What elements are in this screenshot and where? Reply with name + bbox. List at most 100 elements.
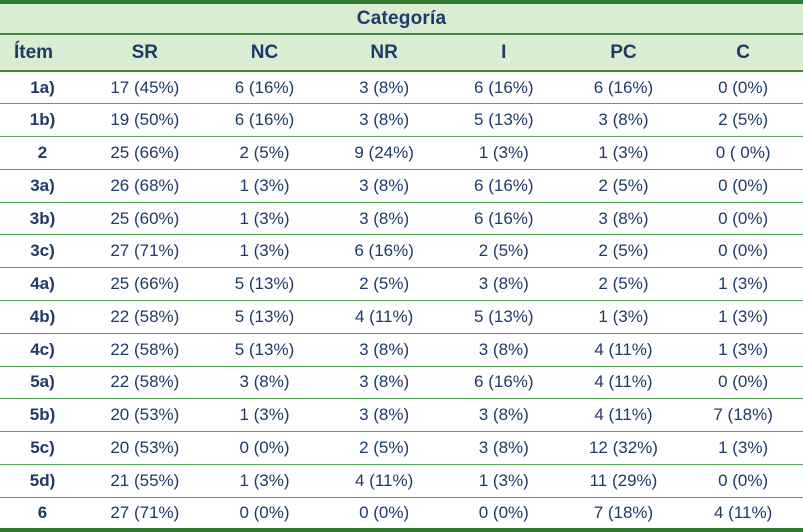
value-cell: 6 (16%) — [443, 169, 564, 203]
value-cell: 20 (53%) — [85, 398, 205, 433]
value-cell: 2 (5%) — [204, 136, 325, 170]
item-cell: 4b) — [0, 300, 85, 334]
value-cell: 1 (3%) — [443, 464, 564, 498]
value-cell: 1 (3%) — [563, 136, 684, 170]
value-cell: 3 (8%) — [204, 366, 325, 400]
item-cell: 6 — [0, 497, 85, 530]
item-cell: 3b) — [0, 202, 85, 236]
value-cell: 6 (16%) — [443, 202, 564, 236]
table-row: 4b) 22 (58%) 5 (13%) 4 (11%) 5 (13%) 1 (3%) 1 … — [0, 300, 803, 334]
value-cell: 7 (18%) — [683, 398, 803, 433]
column-header-sr: SR — [85, 34, 205, 72]
column-header-nr: NR — [324, 34, 444, 72]
value-cell: 6 (16%) — [443, 71, 564, 105]
column-header-i: I — [443, 34, 564, 72]
value-cell: 27 (71%) — [85, 497, 205, 530]
value-cell: 1 (3%) — [204, 202, 325, 236]
table-row: 5a) 22 (58%) 3 (8%) 3 (8%) 6 (16%) 4 (11%) 0 (… — [0, 366, 803, 400]
table-row: 5c) 20 (53%) 0 (0%) 2 (5%) 3 (8%) 12 (32%) 1 (… — [0, 431, 803, 465]
value-cell: 2 (5%) — [563, 234, 684, 269]
table-row: 1a) 17 (45%) 6 (16%) 3 (8%) 6 (16%) 6 (16%) 0 … — [0, 71, 803, 105]
value-cell: 3 (8%) — [443, 431, 564, 465]
table-row: 4c) 22 (58%) 5 (13%) 3 (8%) 3 (8%) 4 (11%) 1 (… — [0, 333, 803, 367]
value-cell: 25 (60%) — [85, 202, 205, 236]
value-cell: 11 (29%) — [563, 464, 684, 498]
value-cell: 1 (3%) — [204, 398, 325, 433]
value-cell: 1 (3%) — [443, 136, 564, 170]
value-cell: 1 (3%) — [204, 464, 325, 498]
value-cell: 22 (58%) — [85, 333, 205, 367]
item-cell: 5c) — [0, 431, 85, 465]
value-cell: 1 (3%) — [683, 333, 803, 367]
column-header-nc: NC — [204, 34, 325, 72]
value-cell: 3 (8%) — [324, 202, 444, 236]
value-cell: 12 (32%) — [563, 431, 684, 465]
value-cell: 3 (8%) — [443, 398, 564, 433]
table-row: 5b) 20 (53%) 1 (3%) 3 (8%) 3 (8%) 4 (11%) 7 (1… — [0, 398, 803, 433]
value-cell: 27 (71%) — [85, 234, 205, 269]
value-cell: 26 (68%) — [85, 169, 205, 203]
value-cell: 6 (16%) — [204, 103, 325, 138]
value-cell: 0 (0%) — [324, 497, 444, 530]
value-cell: 6 (16%) — [443, 366, 564, 400]
value-cell: 3 (8%) — [324, 169, 444, 203]
value-cell: 0 (0%) — [204, 497, 325, 530]
value-cell: 1 (3%) — [683, 300, 803, 334]
value-cell: 1 (3%) — [204, 234, 325, 269]
table-header-row: Ítem SR NC NR I PC C — [0, 34, 803, 72]
table-title-row: Categoría — [0, 2, 803, 35]
value-cell: 1 (3%) — [683, 431, 803, 465]
value-cell: 3 (8%) — [443, 267, 564, 301]
value-cell: 0 (0%) — [683, 234, 803, 269]
table-title: Categoría — [0, 2, 803, 35]
value-cell: 7 (18%) — [563, 497, 684, 530]
table-row: 3a) 26 (68%) 1 (3%) 3 (8%) 6 (16%) 2 (5%) 0 (0… — [0, 169, 803, 203]
table-row: 4a) 25 (66%) 5 (13%) 2 (5%) 3 (8%) 2 (5%) 1 (3… — [0, 267, 803, 301]
value-cell: 3 (8%) — [324, 366, 444, 400]
value-cell: 3 (8%) — [563, 202, 684, 236]
table-row: 1b) 19 (50%) 6 (16%) 3 (8%) 5 (13%) 3 (8%) 2 (… — [0, 103, 803, 138]
value-cell: 0 (0%) — [204, 431, 325, 465]
value-cell: 4 (11%) — [324, 300, 444, 334]
item-cell: 5a) — [0, 366, 85, 400]
value-cell: 1 (3%) — [683, 267, 803, 301]
value-cell: 0 ( 0%) — [683, 136, 803, 170]
value-cell: 6 (16%) — [563, 71, 684, 105]
value-cell: 3 (8%) — [324, 333, 444, 367]
value-cell: 2 (5%) — [563, 169, 684, 203]
value-cell: 1 (3%) — [204, 169, 325, 203]
value-cell: 17 (45%) — [85, 71, 205, 105]
column-header-c: C — [683, 34, 803, 72]
value-cell: 4 (11%) — [563, 333, 684, 367]
value-cell: 5 (13%) — [204, 267, 325, 301]
item-cell: 1b) — [0, 103, 85, 138]
value-cell: 5 (13%) — [204, 300, 325, 334]
value-cell: 5 (13%) — [443, 300, 564, 334]
table-row: 3b) 25 (60%) 1 (3%) 3 (8%) 6 (16%) 3 (8%) 0 (0… — [0, 202, 803, 236]
value-cell: 25 (66%) — [85, 136, 205, 170]
value-cell: 0 (0%) — [443, 497, 564, 530]
value-cell: 0 (0%) — [683, 169, 803, 203]
value-cell: 21 (55%) — [85, 464, 205, 498]
value-cell: 19 (50%) — [85, 103, 205, 138]
value-cell: 5 (13%) — [443, 103, 564, 138]
table-row: 3c) 27 (71%) 1 (3%) 6 (16%) 2 (5%) 2 (5%) 0 (0… — [0, 234, 803, 269]
item-cell: 4a) — [0, 267, 85, 301]
value-cell: 2 (5%) — [683, 103, 803, 138]
column-header-item: Ítem — [0, 34, 85, 72]
value-cell: 22 (58%) — [85, 366, 205, 400]
item-cell: 1a) — [0, 71, 85, 105]
value-cell: 4 (11%) — [563, 398, 684, 433]
item-cell: 5b) — [0, 398, 85, 433]
value-cell: 0 (0%) — [683, 71, 803, 105]
value-cell: 2 (5%) — [443, 234, 564, 269]
value-cell: 25 (66%) — [85, 267, 205, 301]
table-row: 6 27 (71%) 0 (0%) 0 (0%) 0 (0%) 7 (18%) 4 (11%… — [0, 497, 803, 530]
value-cell: 3 (8%) — [563, 103, 684, 138]
value-cell: 2 (5%) — [324, 431, 444, 465]
table-row: 2 25 (66%) 2 (5%) 9 (24%) 1 (3%) 1 (3%) 0 ( 0%… — [0, 136, 803, 170]
table-row: 5d) 21 (55%) 1 (3%) 4 (11%) 1 (3%) 11 (29%) 0 … — [0, 464, 803, 498]
value-cell: 6 (16%) — [324, 234, 444, 269]
item-cell: 5d) — [0, 464, 85, 498]
